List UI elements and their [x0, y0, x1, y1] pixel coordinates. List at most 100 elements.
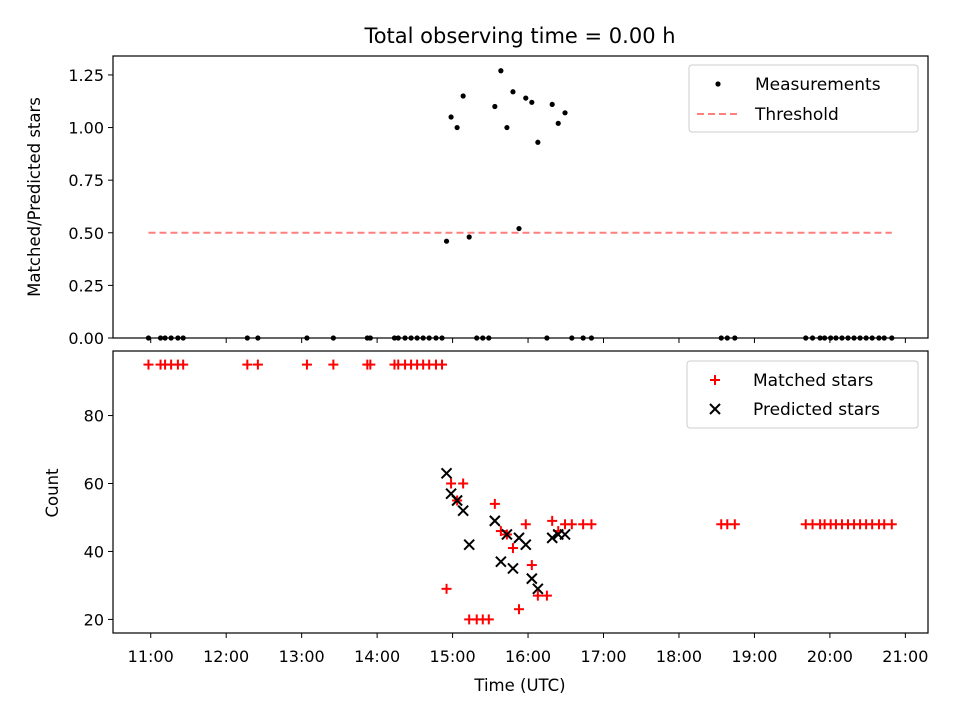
predicted-x-b: [451, 494, 463, 507]
measurement-point: [492, 103, 498, 110]
matched-star-point: [437, 359, 448, 370]
bottom-x-tick-label: 19:00: [731, 647, 777, 666]
matched-star-point: [483, 614, 494, 625]
top-y-tick-label: 0.25: [68, 276, 104, 295]
predicted-x-b: [489, 515, 501, 527]
predicted-star-point: [526, 572, 538, 585]
predicted-x-b: [507, 562, 519, 575]
matched-star-point: [489, 498, 500, 509]
measurement-point: [555, 120, 561, 126]
matched-star-point: [446, 478, 457, 489]
bottom-x-tick-label: 16:00: [505, 647, 551, 666]
predicted-x-b: [526, 572, 538, 585]
measurement-point: [516, 225, 522, 232]
predicted-star-point: [495, 555, 507, 568]
predicted-star-point: [507, 562, 519, 575]
matched-star-point: [729, 519, 740, 530]
top-yticks-layer: 0.00 0.25 0.50 0.75 1.00 1.25: [68, 66, 113, 348]
predicted-star-point: [520, 538, 532, 551]
predicted-x-b: [546, 532, 558, 544]
matched-star-point: [513, 604, 524, 615]
matched-star-point: [547, 515, 558, 526]
measurement-point: [562, 110, 568, 116]
matched-star-point: [178, 359, 189, 370]
bottom-x-tick-label: 20:00: [807, 647, 853, 666]
predicted-star-point: [451, 494, 463, 507]
predicted-star-point: [546, 532, 558, 544]
predicted-star-point: [457, 504, 469, 517]
predicted-x-b: [513, 532, 525, 544]
matched-star-point: [520, 519, 531, 530]
matched-star-point: [586, 519, 597, 530]
predicted-x-b: [559, 528, 571, 541]
top-legend-box: [688, 64, 919, 133]
predicted-x-b: [532, 583, 544, 595]
measurement-point: [443, 238, 450, 244]
bottom-x-tick-label: 15:00: [430, 647, 476, 666]
measurement-point: [549, 101, 555, 108]
matched-star-point: [242, 359, 253, 370]
matched-star-point: [458, 478, 469, 489]
bottom-y-tick-label: 20: [84, 610, 104, 629]
bottom-y-tick-label: 40: [84, 542, 104, 561]
predicted-x-b: [495, 555, 507, 568]
measurement-point: [529, 99, 535, 105]
bottom-x-tick-label: 18:00: [656, 647, 702, 666]
legend-predicted-marker: [709, 403, 721, 415]
predicted-star-point: [532, 583, 544, 595]
top-y-tick-label: 0.75: [68, 171, 104, 190]
measurement-point: [454, 124, 460, 131]
matched-star-point: [566, 519, 577, 530]
top-plot-frame: [112, 55, 929, 339]
measurement-point: [504, 124, 510, 131]
top-xticks-layer: [150, 338, 906, 343]
predicted-star-point: [489, 515, 501, 527]
matched-star-point: [328, 359, 339, 370]
bottom-x-axis-label: Time (UTC): [473, 676, 565, 695]
bottom-x-tick-label: 13:00: [279, 647, 325, 666]
legend-matched-label: Matched stars: [753, 371, 873, 391]
measurement-point: [535, 139, 541, 145]
legend-predicted-label: Predicted stars: [753, 400, 880, 420]
predicted-x-b: [501, 528, 513, 541]
matched-star-point: [507, 543, 518, 554]
top-points-layer: [145, 68, 895, 341]
predicted-star-point: [440, 467, 453, 480]
top-legend: Measurements Threshold: [688, 64, 919, 133]
bottom-legend-box: [686, 360, 919, 429]
top-y-axis-label: Matched/Predicted stars: [25, 97, 44, 297]
bottom-y-tick-label: 60: [84, 475, 104, 494]
matched-star-point: [301, 359, 312, 370]
chart-title: Total observing time = 0.00 h: [363, 24, 675, 48]
matched-star-point: [532, 590, 543, 601]
bottom-x-tick-label: 14:00: [354, 647, 400, 666]
measurement-point: [523, 95, 529, 101]
matched-star-point: [886, 519, 897, 530]
top-y-tick-label: 0.00: [68, 329, 104, 348]
predicted-x-b: [445, 487, 457, 500]
matched-star-point: [365, 359, 376, 370]
predicted-x-b: [520, 538, 532, 551]
legend-matched-marker: [710, 375, 720, 385]
bottom-legend: Matched stars Predicted stars: [686, 360, 919, 429]
predicted-x-b: [457, 504, 469, 517]
bottom-y-axis-label: Count: [43, 468, 62, 518]
bottom-x-tick-label: 21:00: [882, 647, 928, 666]
bottom-xticks-layer: 11:00 12:00 13:00 14:00 15:00 16:00 17:00 18:00…: [128, 633, 928, 666]
legend-threshold-label: Threshold: [754, 105, 839, 125]
matched-star-point: [541, 590, 552, 601]
bottom-x-tick-label: 17:00: [580, 647, 626, 666]
predicted-star-point: [463, 538, 475, 551]
predicted-x-b: [463, 538, 475, 551]
top-y-tick-label: 1.00: [68, 119, 104, 138]
bottom-x-tick-label: 11:00: [128, 647, 174, 666]
matched-star-point: [441, 583, 452, 594]
measurement-point: [448, 114, 454, 120]
measurement-point: [466, 234, 472, 240]
bottom-x-tick-label: 12:00: [203, 647, 249, 666]
bottom-yticks-layer: 20 40 60 80: [84, 407, 113, 629]
measurement-point: [460, 93, 466, 99]
matched-star-point: [143, 359, 154, 370]
bottom-y-tick-label: 80: [84, 407, 104, 426]
